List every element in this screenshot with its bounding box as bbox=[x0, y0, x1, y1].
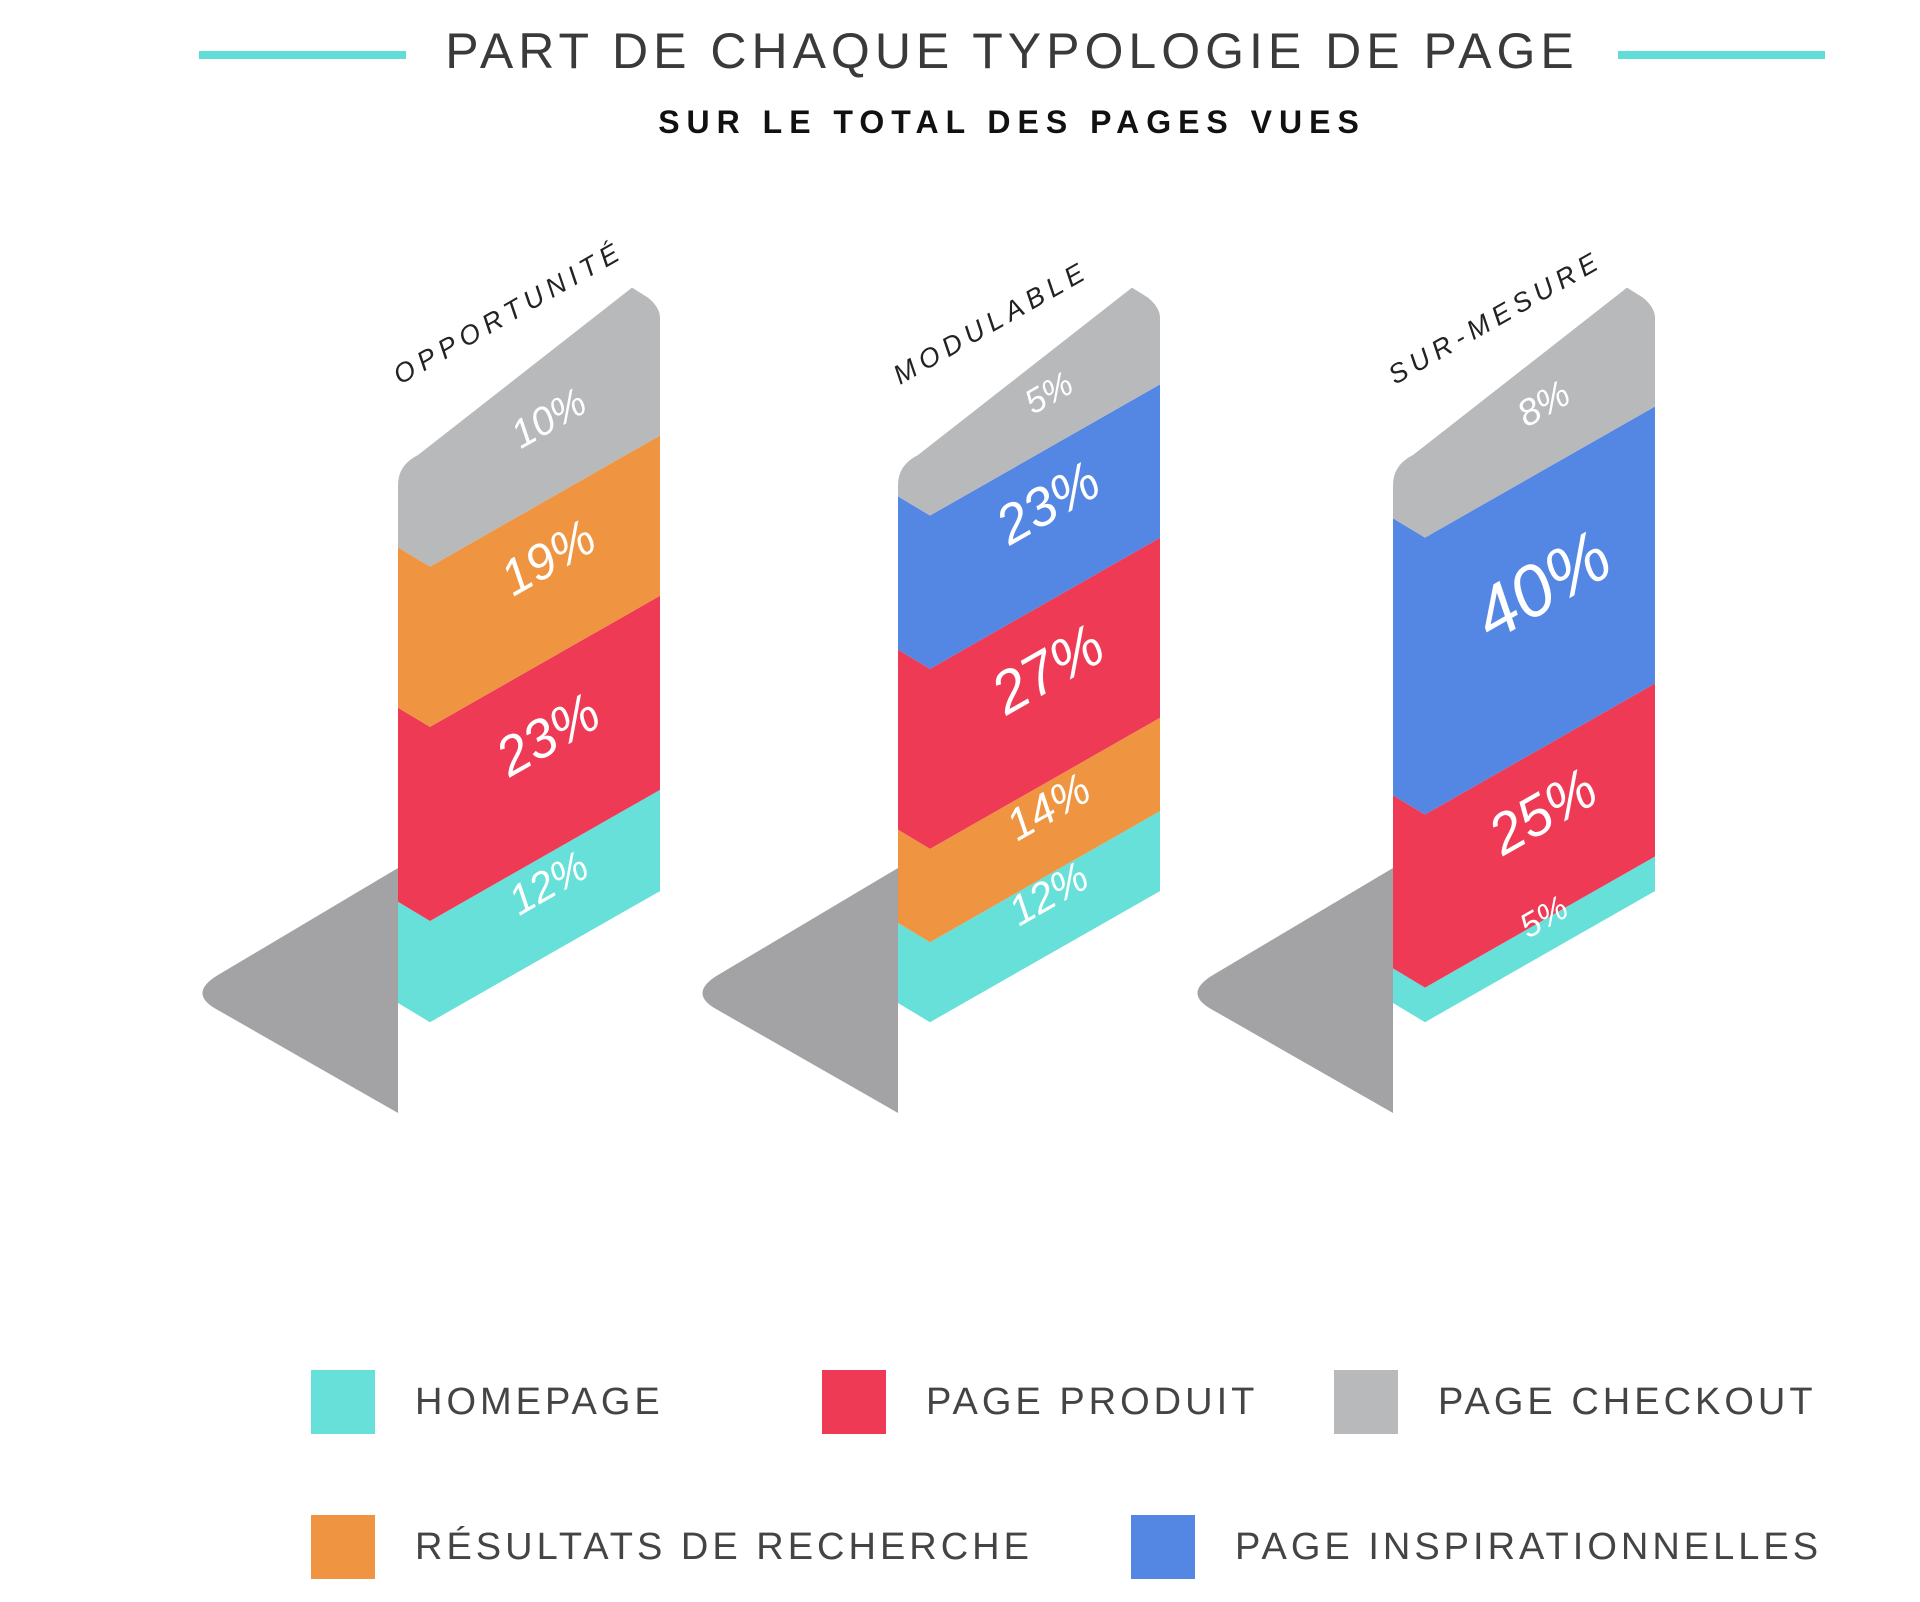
bar-segment-recherche bbox=[398, 435, 660, 727]
legend-item-inspiration: PAGE INSPIRATIONNELLES bbox=[1131, 1515, 1822, 1579]
bar-shadow bbox=[1197, 868, 1393, 1113]
bar-segment-checkout bbox=[1393, 287, 1655, 538]
bar-segment-homepage bbox=[898, 811, 1160, 1023]
legend-swatch bbox=[822, 1370, 886, 1434]
bar-segment-homepage bbox=[1393, 856, 1655, 1023]
legend-swatch bbox=[311, 1515, 375, 1579]
header-line-right bbox=[1618, 51, 1825, 59]
legend-item-checkout: PAGE CHECKOUT bbox=[1334, 1370, 1817, 1434]
legend-label: HOMEPAGE bbox=[415, 1380, 664, 1423]
bar-segment-produit bbox=[398, 595, 660, 921]
bar-segment-inspiration bbox=[898, 384, 1160, 669]
legend-label: PAGE INSPIRATIONNELLES bbox=[1235, 1525, 1823, 1568]
legend-item-homepage: HOMEPAGE bbox=[311, 1370, 664, 1434]
header-line-left bbox=[199, 51, 406, 59]
legend-swatch bbox=[1334, 1370, 1398, 1434]
bar-segment-checkout bbox=[398, 287, 660, 567]
bar-segment-recherche bbox=[898, 717, 1160, 943]
bar-segment-produit bbox=[1393, 683, 1655, 988]
bar-segment-produit bbox=[898, 537, 1160, 849]
chart-title: PART DE CHAQUE TYPOLOGIE DE PAGE bbox=[445, 23, 1579, 79]
legend-swatch bbox=[1131, 1515, 1195, 1579]
chart-subtitle: SUR LE TOTAL DES PAGES VUES bbox=[658, 104, 1366, 140]
bar-group-1: 12%14%27%23%5%MODULABLE bbox=[702, 255, 1160, 1113]
legend-swatch bbox=[311, 1370, 375, 1434]
legend-item-produit: PAGE PRODUIT bbox=[822, 1370, 1258, 1434]
bar-segment-inspiration bbox=[1393, 406, 1655, 815]
bar-group-2: 5%25%40%8%SUR-MESURE bbox=[1197, 245, 1655, 1113]
legend-label: PAGE CHECKOUT bbox=[1438, 1380, 1817, 1423]
legend-label: PAGE PRODUIT bbox=[926, 1380, 1259, 1423]
bar-segment-checkout bbox=[898, 287, 1160, 516]
bar-shadow bbox=[702, 868, 898, 1113]
legend-item-recherche: RÉSULTATS DE RECHERCHE bbox=[311, 1515, 1033, 1579]
bar-group-0: 12%23%19%10%OPPORTUNITÉ bbox=[202, 235, 660, 1113]
legend-label: RÉSULTATS DE RECHERCHE bbox=[415, 1525, 1033, 1568]
bar-shadow bbox=[202, 868, 398, 1113]
bar-segment-homepage bbox=[398, 789, 660, 1023]
